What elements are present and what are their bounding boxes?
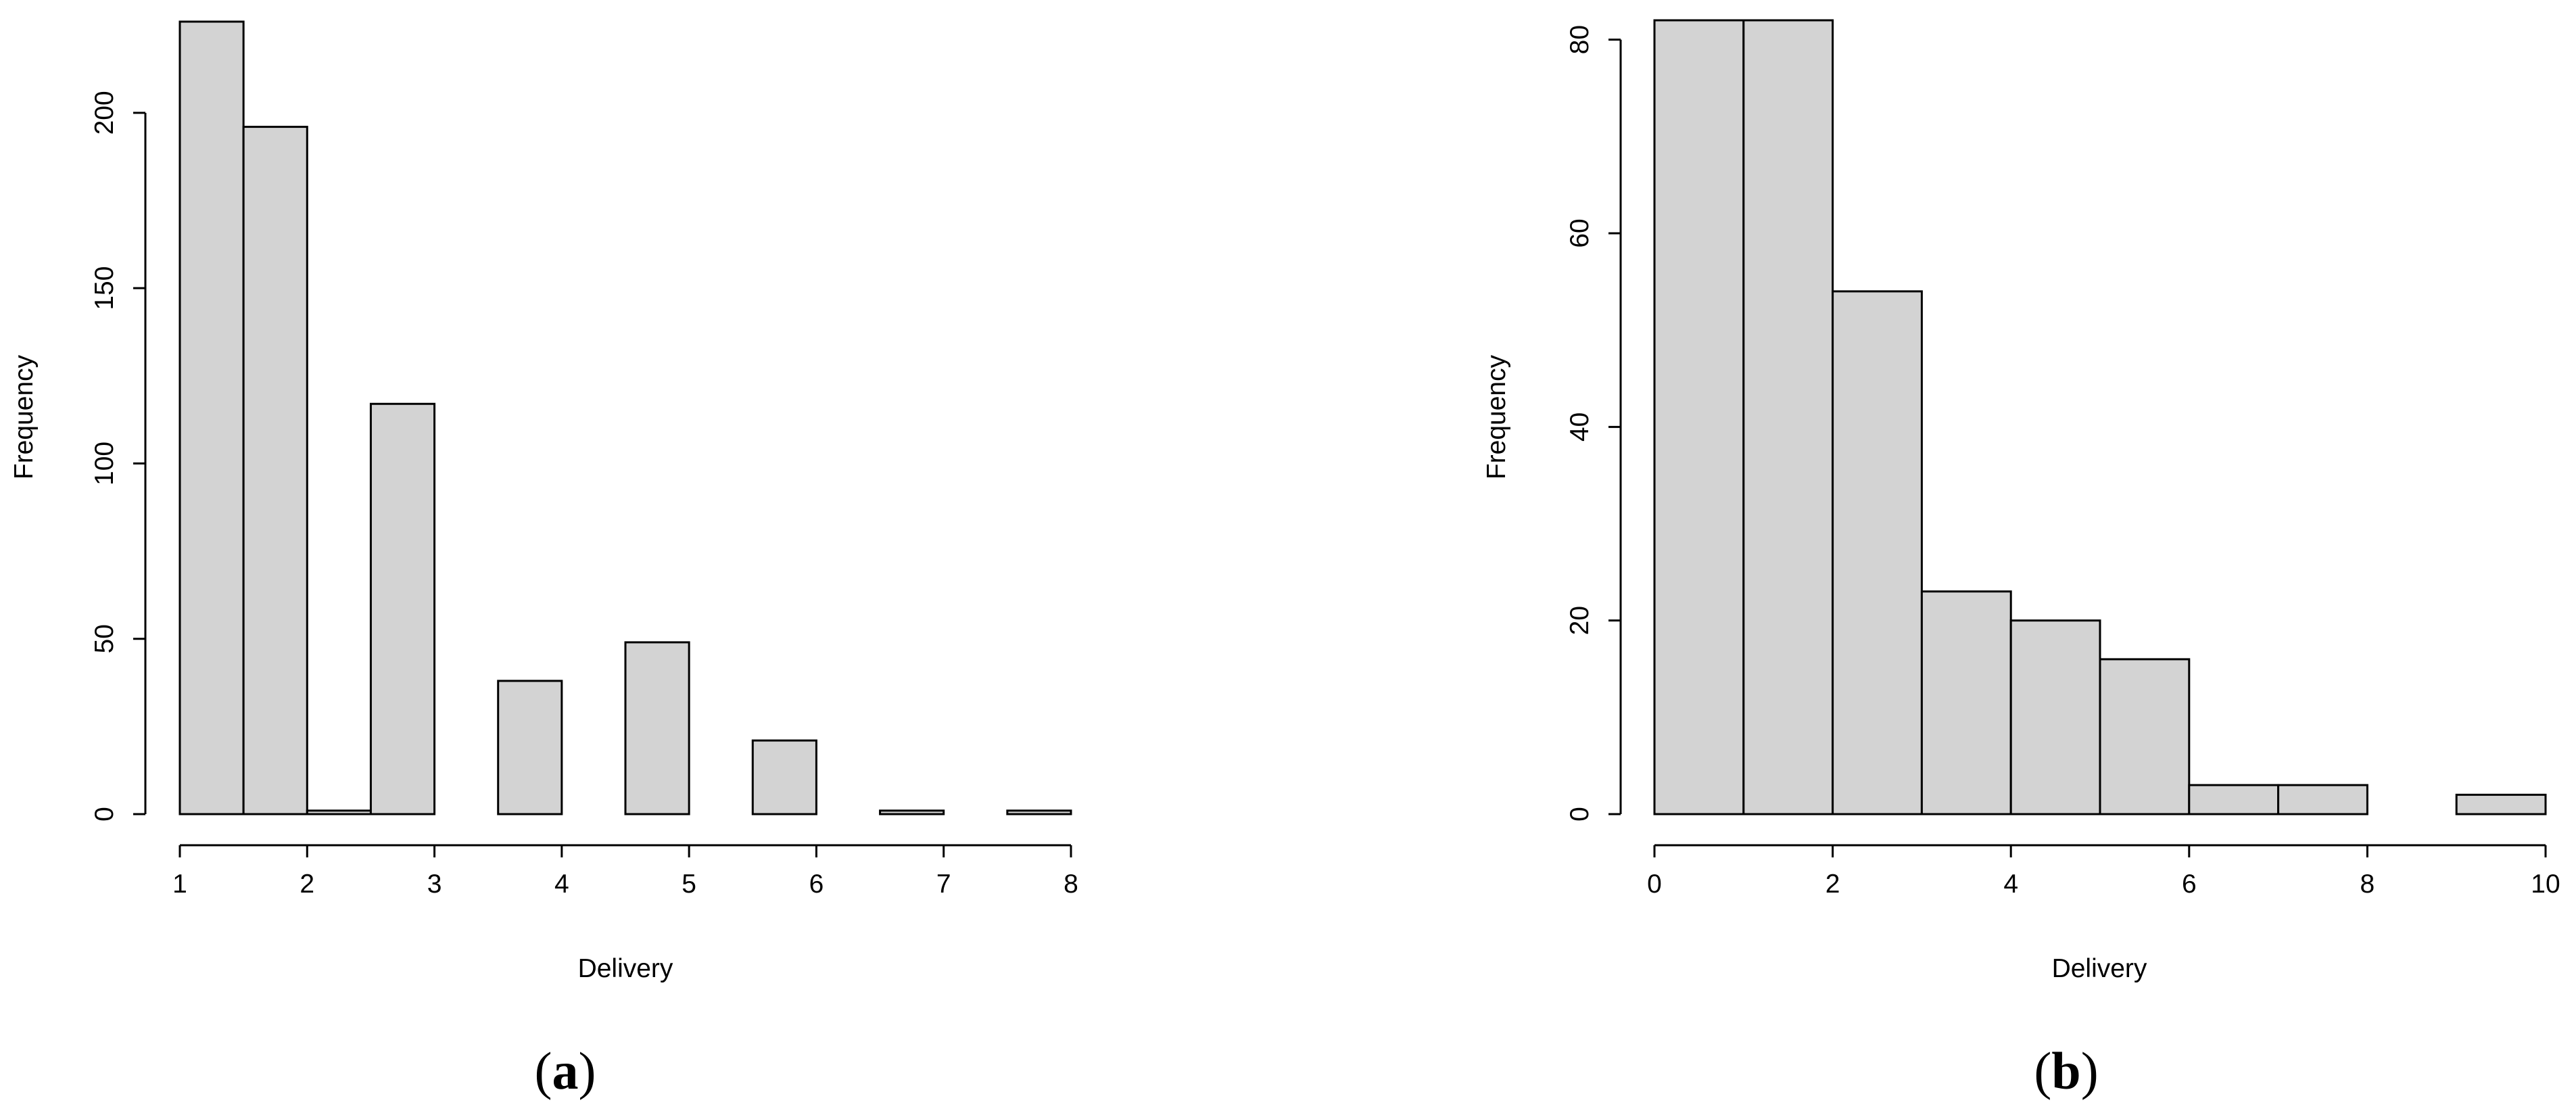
histogram-a-bar: [879, 809, 945, 815]
histogram-b-bar: [1832, 290, 1923, 815]
histogram-b-y-tick-label: 80: [1565, 25, 1594, 54]
histogram-a-bars: [178, 20, 1072, 815]
histogram-a-x-axis: 1 2 3 4 5 6 7 8: [172, 844, 1078, 899]
histogram-a-y-tick-label: 100: [90, 442, 119, 486]
histogram-a-x-tick-label: 7: [936, 870, 951, 899]
histogram-a-x-tick-label: 5: [682, 870, 696, 899]
histogram-a-x-tick-label: 8: [1064, 870, 1078, 899]
histogram-b-x-axis: 0 2 4 6 8 10: [1647, 844, 2560, 899]
histogram-a-x-tick-label: 3: [427, 870, 442, 899]
histogram-b-y-tick-label: 60: [1565, 218, 1594, 247]
histogram-b-x-tick-label: 0: [1647, 870, 1662, 899]
histogram-a-y-tick-label: 150: [90, 266, 119, 310]
panel-label-b: (b): [2034, 1041, 2098, 1100]
panel-label-a: (a): [535, 1041, 596, 1100]
histogram-b-bar: [2277, 784, 2368, 815]
histogram-b-x-tick-label: 8: [2360, 870, 2375, 899]
histogram-b-y-axis-title: Frequency: [1482, 354, 1511, 479]
histogram-b-bars: [1653, 19, 2547, 815]
histogram-a-x-axis-title: Delivery: [578, 954, 673, 983]
histogram-b-bar: [2099, 658, 2191, 815]
histogram-a-x-tick-label: 6: [809, 870, 824, 899]
histogram-a-y-tick-label: 50: [90, 624, 119, 653]
histogram-a-bar: [497, 680, 563, 815]
histogram-b-bar: [2188, 784, 2280, 815]
histogram-b-x-tick-label: 4: [2003, 870, 2018, 899]
histogram-a-y-axis: 0 50 100 150 200: [90, 91, 147, 822]
histogram-a: 1 2 3 4 5 6 7 8 0 50 100 150 200 Delivery Frequency…: [9, 20, 1078, 1100]
histogram-a-bar: [751, 739, 817, 815]
histogram-b-y-tick-label: 40: [1565, 412, 1594, 442]
histogram-a-bar: [178, 20, 245, 815]
histogram-a-y-axis-title: Frequency: [9, 354, 39, 479]
histogram-b-y-tick-label: 0: [1565, 807, 1594, 822]
histogram-b-bar: [2009, 619, 2101, 815]
histogram-a-y-tick-label: 0: [90, 807, 119, 822]
histogram-b-bar: [1920, 590, 2012, 815]
histogram-a-bar: [242, 126, 308, 815]
histogram-b-y-axis: 0 20 40 60 80: [1565, 25, 1622, 822]
histogram-b: 0 2 4 6 8 10 0 20 40 60 80 Delivery Frequency (b): [1482, 19, 2560, 1100]
histogram-a-x-tick-label: 4: [554, 870, 569, 899]
histogram-b-x-axis-title: Delivery: [2052, 954, 2147, 983]
histogram-a-bar: [624, 641, 690, 815]
histogram-a-x-tick-label: 1: [172, 870, 187, 899]
histogram-b-x-tick-label: 6: [2182, 870, 2197, 899]
histogram-a-bar: [1006, 809, 1072, 815]
histogram-b-x-tick-label: 10: [2531, 870, 2560, 899]
histogram-b-y-tick-label: 20: [1565, 606, 1594, 635]
histogram-a-bar: [369, 402, 436, 815]
histogram-a-y-tick-label: 200: [90, 91, 119, 135]
histogram-b-bar: [2455, 793, 2547, 815]
histogram-b-bar: [1742, 19, 1834, 815]
histogram-a-x-tick-label: 2: [300, 870, 314, 899]
histogram-a-bar: [306, 809, 372, 815]
histogram-b-bar: [1653, 19, 1745, 815]
histogram-b-x-tick-label: 2: [1826, 870, 1840, 899]
